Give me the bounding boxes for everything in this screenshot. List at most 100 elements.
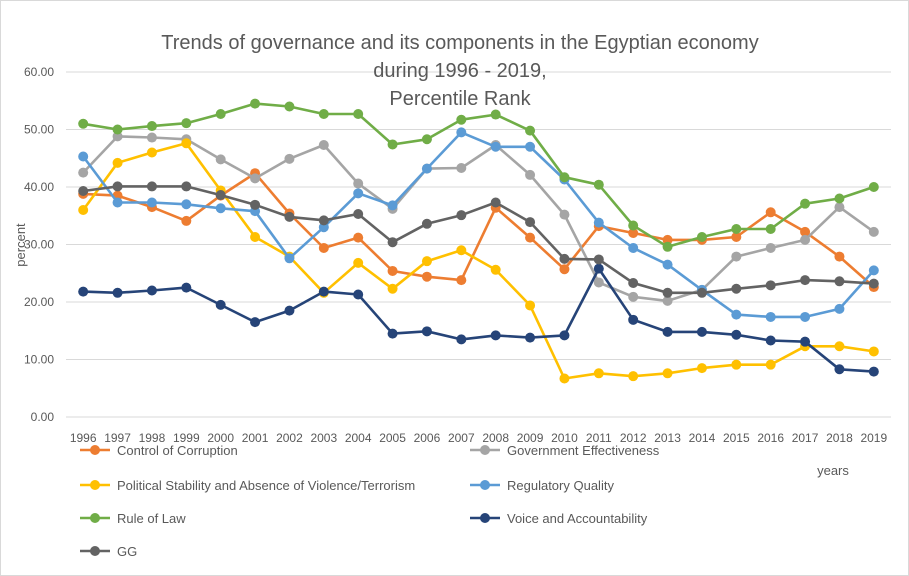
x-tick-label: 2001 [242, 431, 269, 445]
data-point [593, 263, 604, 274]
data-point [215, 203, 226, 214]
data-point [456, 245, 467, 256]
legend-swatch-marker [90, 445, 100, 455]
data-point [78, 118, 89, 129]
legend-swatch-marker [480, 445, 490, 455]
data-point [628, 220, 639, 231]
data-point [490, 264, 501, 275]
data-point [387, 328, 398, 339]
data-point [318, 286, 329, 297]
x-tick-label: 2000 [207, 431, 234, 445]
data-point [559, 209, 570, 220]
data-point [696, 363, 707, 374]
series-line [82, 131, 875, 319]
data-point [387, 139, 398, 150]
data-point [559, 172, 570, 183]
data-point [868, 278, 879, 289]
data-point [868, 346, 879, 357]
data-point [250, 173, 261, 184]
data-point [765, 335, 776, 346]
data-point [353, 289, 364, 300]
y-tick-label: 50.00 [24, 123, 54, 137]
data-point [628, 371, 639, 382]
data-point [421, 326, 432, 337]
data-point [387, 283, 398, 294]
legend-item: Government Effectiveness [470, 443, 660, 458]
data-point [662, 259, 673, 270]
legend-item: Voice and Accountability [470, 511, 648, 526]
x-tick-label: 2016 [757, 431, 784, 445]
data-point [765, 280, 776, 291]
x-tick-label: 1998 [139, 431, 166, 445]
data-point [662, 368, 673, 379]
data-point [112, 131, 123, 142]
data-point [800, 275, 811, 286]
data-point [146, 147, 157, 158]
series-line [82, 102, 875, 249]
data-point [181, 282, 192, 293]
y-tick-label: 60.00 [24, 65, 54, 79]
series-2 [78, 138, 879, 384]
data-point [78, 151, 89, 162]
data-point [593, 368, 604, 379]
data-point [112, 287, 123, 298]
chart-title: Trends of governance and its components … [161, 32, 758, 110]
x-tick-label: 2018 [826, 431, 853, 445]
data-point [284, 211, 295, 222]
x-tick-label: 2012 [620, 431, 647, 445]
data-point [490, 141, 501, 152]
data-point [387, 265, 398, 276]
data-point [868, 182, 879, 192]
data-point [181, 181, 192, 192]
legend-item: Political Stability and Absence of Viole… [80, 478, 415, 493]
data-point [112, 157, 123, 168]
legend-label: Control of Corruption [117, 443, 238, 458]
series-line [83, 185, 874, 295]
data-point [696, 287, 707, 298]
data-point [181, 138, 192, 149]
data-point [456, 114, 467, 125]
x-tick-label: 2017 [792, 431, 819, 445]
data-point [318, 215, 329, 226]
y-tick-label: 0.00 [31, 410, 55, 424]
data-point [525, 169, 536, 180]
data-point [834, 341, 845, 352]
data-point [181, 118, 192, 129]
data-point [456, 127, 467, 138]
data-point [353, 232, 364, 243]
chart-title-line-3: Percentile Rank [389, 88, 531, 110]
data-point [765, 311, 776, 322]
data-point [628, 228, 639, 238]
data-point [353, 209, 364, 220]
legend-item: GG [80, 544, 137, 559]
data-point [456, 163, 467, 174]
legend-label: GG [117, 544, 137, 559]
data-point [800, 311, 811, 322]
data-point [181, 199, 192, 210]
x-tick-label: 2009 [517, 431, 544, 445]
data-point [834, 251, 845, 262]
data-point [284, 253, 295, 264]
data-point [387, 237, 398, 248]
data-point [112, 197, 123, 208]
data-point [490, 109, 501, 120]
series-1 [78, 131, 879, 306]
data-point [628, 242, 639, 253]
data-point [731, 309, 742, 320]
gridlines [66, 71, 891, 418]
data-point [215, 299, 226, 310]
data-point [662, 295, 673, 306]
legend-swatch-marker [90, 480, 100, 490]
series-line [82, 135, 875, 303]
x-tick-label: 2013 [654, 431, 681, 445]
data-point [525, 300, 536, 311]
data-point [353, 108, 364, 119]
x-tick-label: 1999 [173, 431, 200, 445]
data-point [765, 242, 776, 253]
data-point [765, 359, 776, 370]
data-point [112, 181, 123, 192]
x-tick-label: 1996 [70, 431, 97, 445]
legend-swatch-marker [90, 513, 100, 523]
data-point [525, 141, 536, 152]
data-point [456, 334, 467, 345]
